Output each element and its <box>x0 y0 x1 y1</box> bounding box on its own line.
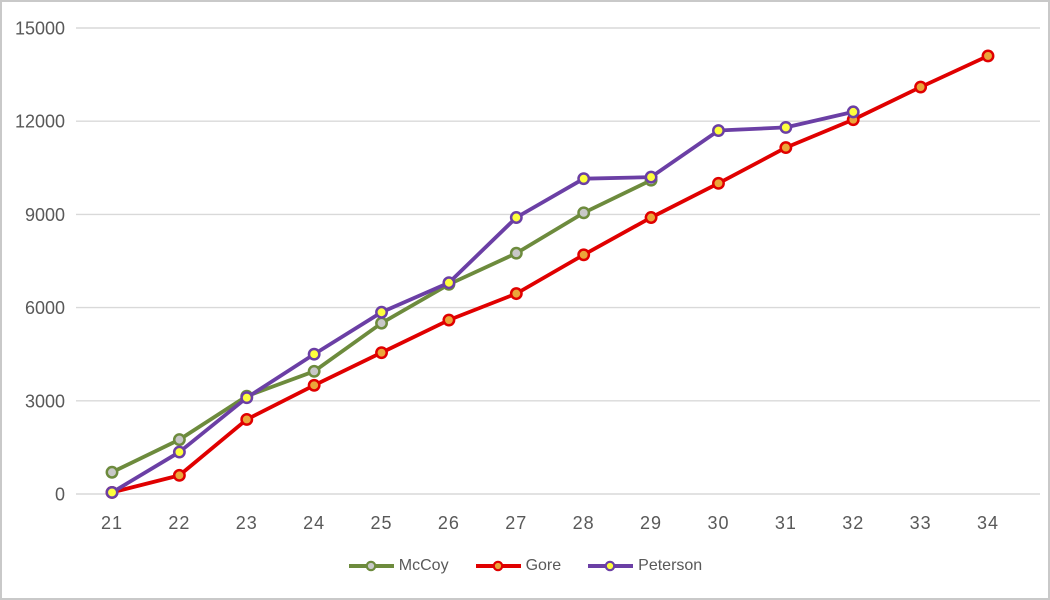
data-point-peterson-27 <box>509 211 523 224</box>
series-line-gore <box>110 54 990 495</box>
data-point-mccoy-25 <box>375 316 388 330</box>
data-point-gore-24 <box>307 378 321 392</box>
x-tick-label-21: 21 <box>101 513 123 533</box>
data-point-gore-25 <box>375 346 388 360</box>
x-tick-label-34: 34 <box>977 513 999 533</box>
data-point-mccoy-28 <box>577 206 591 220</box>
x-tick-label-24: 24 <box>303 513 325 533</box>
y-tick-label-3000: 3000 <box>25 391 65 411</box>
data-point-gore-29 <box>644 211 658 224</box>
data-point-peterson-29 <box>644 170 658 184</box>
data-point-gore-23 <box>240 412 254 426</box>
y-tick-label-9000: 9000 <box>25 205 65 225</box>
legend-label-mccoy: McCoy <box>398 557 449 574</box>
x-tick-label-30: 30 <box>707 513 729 533</box>
x-tick-label-29: 29 <box>640 513 662 533</box>
data-point-peterson-30 <box>712 124 725 137</box>
x-tick-label-27: 27 <box>505 513 527 533</box>
data-point-peterson-21 <box>105 485 119 499</box>
x-tick-label-33: 33 <box>910 513 932 533</box>
data-point-gore-34 <box>981 49 995 63</box>
data-point-gore-27 <box>509 287 523 301</box>
legend-swatch-mccoy <box>348 560 394 572</box>
data-point-mccoy-22 <box>172 433 186 447</box>
data-point-peterson-31 <box>779 120 793 134</box>
data-point-gore-31 <box>779 141 793 155</box>
data-point-peterson-23 <box>240 391 254 405</box>
data-point-peterson-22 <box>172 445 186 459</box>
legend-marker-gore <box>492 560 503 572</box>
data-point-peterson-24 <box>307 347 321 361</box>
data-point-peterson-32 <box>846 105 860 119</box>
series-line-peterson <box>110 109 856 495</box>
data-point-gore-30 <box>712 176 725 190</box>
data-point-mccoy-21 <box>105 465 119 479</box>
y-tick-label-6000: 6000 <box>25 298 65 318</box>
legend-item-gore[interactable]: Gore <box>475 557 562 575</box>
x-tick-label-31: 31 <box>775 513 797 533</box>
data-point-peterson-26 <box>442 276 456 290</box>
data-point-gore-33 <box>914 80 928 94</box>
legend-label-gore: Gore <box>525 557 562 574</box>
x-tick-label-23: 23 <box>236 513 258 533</box>
legend-item-peterson[interactable]: Peterson <box>587 557 702 575</box>
legend-label-peterson: Peterson <box>638 557 703 574</box>
x-tick-label-25: 25 <box>371 513 393 533</box>
y-tick-label-12000: 12000 <box>15 112 65 132</box>
legend-swatch-peterson <box>588 560 634 572</box>
data-point-peterson-25 <box>375 305 388 319</box>
legend-item-mccoy[interactable]: McCoy <box>348 557 449 575</box>
y-tick-label-15000: 15000 <box>15 19 65 39</box>
data-point-gore-28 <box>577 248 591 262</box>
x-tick-label-22: 22 <box>168 513 190 533</box>
legend-marker-peterson <box>604 560 616 572</box>
chart-legend: McCoy Gore Peterson <box>2 554 1048 578</box>
data-point-mccoy-24 <box>307 364 321 378</box>
legend-marker-mccoy <box>365 560 377 572</box>
x-tick-label-32: 32 <box>842 513 864 533</box>
x-tick-label-26: 26 <box>438 513 460 533</box>
x-tick-label-28: 28 <box>573 513 595 533</box>
data-point-gore-22 <box>172 468 186 482</box>
data-point-gore-26 <box>442 313 456 327</box>
data-point-peterson-28 <box>577 172 591 186</box>
legend-swatch-gore <box>475 560 521 572</box>
data-point-mccoy-27 <box>509 246 523 260</box>
y-tick-label-0: 0 <box>55 485 65 505</box>
